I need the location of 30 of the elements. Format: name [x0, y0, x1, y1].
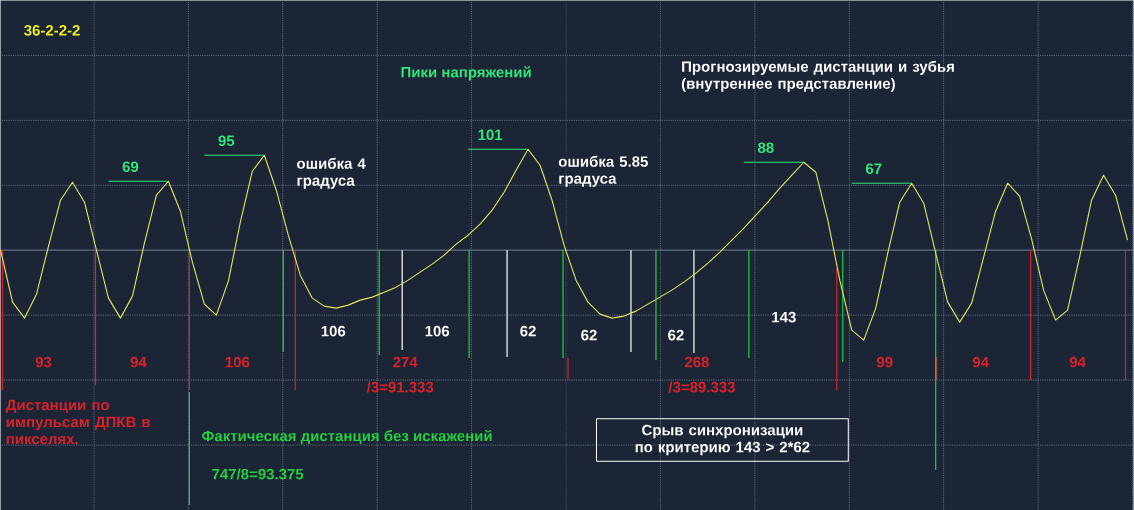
annotation: 143 [772, 311, 796, 323]
text: Пики напряжений [401, 66, 531, 81]
annotation: 106 [425, 325, 450, 337]
text: Срыв синхронизации по критерию 143 > 2*62 [635, 424, 810, 456]
annotation: ошибка 4 градуса [297, 157, 366, 189]
data-label: 69 [122, 161, 139, 172]
text: 274 [393, 356, 418, 368]
text: 94 [1069, 356, 1086, 368]
data-label: 101 [478, 129, 503, 140]
text: 94 [972, 356, 989, 368]
data-label: 67 [865, 163, 882, 174]
text: 268 [684, 356, 709, 368]
text: 94 [130, 356, 147, 368]
annotation: 62 [520, 325, 536, 337]
annotation: 62 [581, 329, 597, 341]
text: Фактическая дистанция без искажений [202, 429, 492, 444]
text: Дистанции по импульсам ДПКВ в пикселях. [5, 399, 150, 445]
annotation: 62 [668, 329, 684, 341]
text: 99 [876, 356, 893, 368]
text: 106 [225, 356, 250, 368]
text: /3=89.333 [668, 381, 735, 393]
text: 93 [35, 356, 52, 368]
data-label: 95 [218, 135, 235, 146]
text: /3=91.333 [366, 381, 434, 393]
text: Прогнозируемые дистанции и зубья (внутреннее представление) [681, 60, 954, 92]
annotation: 106 [321, 325, 346, 337]
annotation: ошибка 5.85 градуса [558, 155, 648, 187]
data-label: 88 [757, 142, 774, 153]
text: 747/8=93.375 [212, 468, 304, 480]
text: 36-2-2-2 [24, 24, 80, 36]
